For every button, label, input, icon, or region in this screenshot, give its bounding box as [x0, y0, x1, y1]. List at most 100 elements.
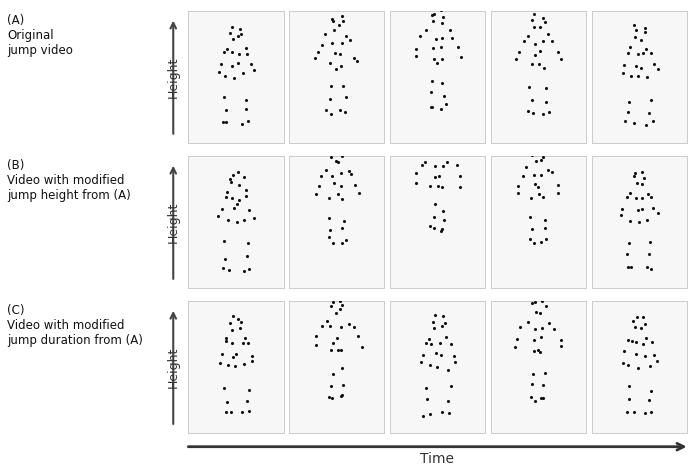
Point: [334, 50, 345, 58]
Point: [218, 119, 229, 126]
Point: [337, 365, 348, 372]
Point: [222, 46, 233, 53]
Point: [349, 182, 360, 189]
Point: [330, 157, 342, 165]
Point: [337, 17, 349, 25]
Point: [439, 216, 450, 224]
Point: [440, 100, 452, 108]
Point: [622, 336, 634, 344]
Point: [623, 49, 634, 57]
Point: [638, 50, 649, 57]
Point: [643, 110, 655, 117]
Point: [442, 366, 454, 373]
Point: [630, 339, 641, 346]
Point: [636, 194, 648, 202]
Point: [636, 64, 647, 72]
Point: [336, 13, 347, 20]
Point: [326, 394, 337, 402]
Point: [327, 239, 338, 247]
Point: [518, 37, 529, 44]
Point: [416, 358, 427, 366]
Point: [424, 411, 435, 418]
Point: [540, 224, 551, 231]
Point: [228, 353, 239, 360]
Point: [538, 193, 549, 201]
Point: [441, 158, 452, 166]
Point: [316, 322, 327, 329]
Point: [629, 169, 640, 177]
Point: [341, 236, 352, 244]
Point: [226, 63, 237, 70]
Point: [455, 183, 466, 191]
Point: [241, 106, 252, 113]
Point: [240, 44, 251, 52]
Point: [445, 382, 456, 389]
Point: [622, 250, 633, 258]
Point: [335, 298, 346, 305]
Point: [522, 33, 533, 40]
Point: [225, 176, 236, 183]
Point: [645, 96, 657, 103]
Point: [225, 178, 237, 186]
Point: [225, 408, 236, 416]
Point: [320, 106, 331, 114]
Point: [452, 161, 463, 169]
Point: [331, 65, 342, 73]
Point: [321, 317, 332, 325]
Point: [526, 194, 537, 201]
Point: [526, 300, 538, 307]
Point: [538, 110, 549, 118]
Point: [533, 60, 545, 67]
Point: [640, 410, 651, 417]
Point: [248, 214, 259, 221]
Point: [333, 22, 344, 29]
Point: [552, 48, 564, 56]
Point: [543, 319, 554, 327]
Point: [325, 110, 336, 117]
Point: [244, 407, 255, 415]
Point: [442, 397, 454, 405]
Point: [454, 173, 466, 180]
Point: [340, 108, 351, 116]
Point: [513, 190, 524, 197]
Point: [337, 82, 349, 89]
Point: [629, 172, 640, 180]
Point: [232, 315, 244, 322]
Point: [311, 333, 322, 340]
Point: [526, 393, 537, 400]
Point: [528, 171, 539, 179]
Point: [556, 55, 567, 63]
Point: [624, 239, 635, 247]
Point: [534, 47, 545, 54]
Point: [428, 318, 439, 326]
Point: [436, 55, 447, 63]
Point: [436, 322, 447, 329]
Point: [530, 51, 541, 58]
Point: [421, 385, 432, 392]
Point: [512, 182, 524, 189]
Point: [629, 323, 641, 331]
Point: [220, 409, 231, 416]
Point: [535, 157, 546, 164]
Point: [626, 263, 637, 271]
Point: [227, 171, 238, 178]
Text: Height: Height: [167, 202, 180, 243]
Point: [427, 17, 438, 25]
Point: [246, 60, 257, 68]
Point: [618, 347, 629, 355]
Point: [436, 34, 447, 42]
Point: [525, 235, 536, 243]
Point: [629, 22, 640, 29]
Point: [336, 183, 347, 190]
Point: [246, 352, 258, 359]
Point: [352, 332, 363, 340]
Point: [429, 200, 440, 208]
Point: [652, 66, 664, 73]
Point: [425, 145, 436, 153]
Point: [436, 19, 447, 27]
Point: [310, 190, 321, 198]
Point: [648, 117, 659, 125]
Point: [639, 24, 650, 32]
Point: [444, 26, 455, 33]
Point: [433, 172, 444, 179]
